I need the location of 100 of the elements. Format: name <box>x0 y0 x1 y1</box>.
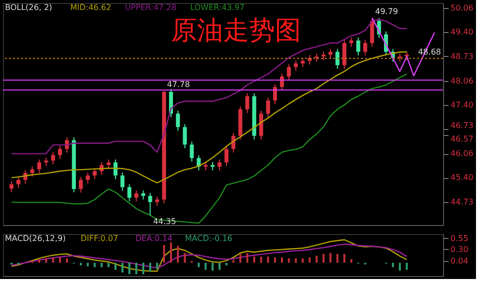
text: 原油走势图 <box>171 16 302 46</box>
bar <box>128 262 130 274</box>
bar <box>108 262 110 268</box>
candlestick <box>294 60 298 72</box>
candlestick <box>16 176 20 188</box>
bar <box>218 262 221 270</box>
bar <box>94 262 96 268</box>
bar <box>260 256 262 263</box>
candlestick <box>30 166 34 178</box>
candlestick <box>370 17 374 48</box>
candlestick <box>363 40 368 56</box>
y-tick-label: 49.40 <box>450 28 474 37</box>
text: UPPER:47.28 <box>125 3 176 12</box>
candlestick <box>182 124 187 149</box>
bar <box>336 254 338 263</box>
y-tick-label: 0.30 <box>450 244 468 254</box>
text: LOWER:43.97 <box>190 3 245 12</box>
annotation: 49.79 <box>375 6 398 16</box>
bar <box>142 262 144 274</box>
bar <box>121 262 124 272</box>
candlestick <box>342 40 346 70</box>
bar <box>114 262 116 270</box>
y-tick-label: 46.73 <box>450 120 474 130</box>
bar <box>316 256 318 263</box>
bar <box>38 259 40 263</box>
candlestick <box>141 190 146 200</box>
bar <box>225 262 228 266</box>
bar <box>274 257 276 263</box>
candlestick <box>64 136 69 154</box>
bar <box>45 258 48 263</box>
candlestick <box>335 48 340 70</box>
bar <box>406 262 408 270</box>
bar <box>232 260 234 263</box>
bar <box>163 245 166 263</box>
candlestick <box>218 158 222 171</box>
candlestick <box>155 196 160 206</box>
candlestick <box>127 184 132 202</box>
y-tick-label: 48.73 <box>450 52 474 61</box>
bar <box>239 254 242 263</box>
candlestick <box>78 176 83 194</box>
bar <box>198 262 200 268</box>
bar <box>253 256 256 263</box>
candlestick <box>273 84 278 105</box>
candlestick <box>259 110 264 140</box>
annotation: BOLL(26, 2) <box>5 3 52 12</box>
bar <box>149 262 152 272</box>
candlestick <box>134 190 138 202</box>
bar <box>267 256 270 263</box>
candlestick <box>86 172 90 184</box>
bar <box>176 246 179 263</box>
bar <box>135 262 138 274</box>
bar <box>86 262 89 266</box>
bar <box>392 262 394 268</box>
candlestick <box>356 37 360 56</box>
candlestick <box>148 192 152 216</box>
bar <box>343 254 346 263</box>
candlestick <box>120 172 124 192</box>
candlestick <box>9 180 14 193</box>
line-series <box>10 51 408 184</box>
bar <box>80 262 82 266</box>
line-series <box>10 244 408 269</box>
bar <box>280 257 283 263</box>
y-tick-label: 45.40 <box>450 173 474 182</box>
y-tick-label: 46.06 <box>450 149 474 158</box>
bar <box>100 262 103 268</box>
candlestick <box>58 146 62 160</box>
y-tick-label: 0.55 <box>450 234 468 243</box>
y-tick-label: 46.57 <box>450 134 474 144</box>
candlestick <box>224 146 228 167</box>
bar <box>330 253 332 263</box>
bar <box>170 242 172 263</box>
y-tick-label: 0.04 <box>450 256 468 266</box>
bar <box>246 253 248 263</box>
bar <box>156 262 158 269</box>
candlestick <box>92 168 97 180</box>
series-label: MACD:-0.16 <box>185 234 232 243</box>
series-label: DEA:0.14 <box>135 234 172 243</box>
bar <box>212 262 214 271</box>
bar <box>204 262 207 270</box>
bar <box>350 259 352 263</box>
candlestick <box>106 158 111 170</box>
line-series <box>10 73 408 224</box>
candlestick <box>280 73 284 92</box>
candlestick <box>300 57 305 68</box>
candlestick <box>176 110 180 132</box>
y-tick-label: 44.73 <box>450 198 474 207</box>
bar <box>294 258 297 263</box>
line-series <box>10 18 408 154</box>
text: MID:46.62 <box>70 3 112 12</box>
bar <box>288 258 290 263</box>
bar <box>52 257 54 263</box>
bar <box>184 253 186 263</box>
y-tick-label: 50.06 <box>450 4 474 13</box>
candlestick <box>190 141 194 162</box>
candlestick <box>349 37 354 48</box>
bar <box>302 258 304 263</box>
candlestick <box>245 92 250 114</box>
annotation: MACD(26,12,9) <box>5 234 66 243</box>
candlestick <box>266 97 270 118</box>
annotation: 47.78 <box>167 80 190 90</box>
